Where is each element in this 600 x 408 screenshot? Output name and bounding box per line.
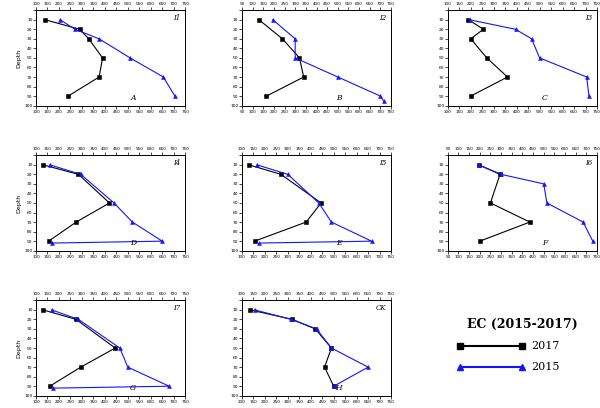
Text: I6: I6 <box>585 159 593 167</box>
Text: C: C <box>542 94 548 102</box>
Text: B: B <box>336 94 341 102</box>
Text: I1: I1 <box>173 14 181 22</box>
Text: D: D <box>130 239 136 247</box>
Text: 2017: 2017 <box>532 341 560 351</box>
Text: I4: I4 <box>173 159 181 167</box>
Text: I2: I2 <box>379 14 386 22</box>
Text: F: F <box>542 239 547 247</box>
Text: A: A <box>130 94 136 102</box>
Text: E: E <box>336 239 341 247</box>
Y-axis label: Depth: Depth <box>17 338 22 358</box>
Text: I7: I7 <box>173 304 181 312</box>
Text: I3: I3 <box>585 14 593 22</box>
Text: CK: CK <box>376 304 386 312</box>
Y-axis label: Depth: Depth <box>17 48 22 68</box>
Y-axis label: Depth: Depth <box>17 193 22 213</box>
Text: EC (2015-2017): EC (2015-2017) <box>467 317 578 330</box>
Text: H: H <box>335 384 342 392</box>
Text: G: G <box>130 384 136 392</box>
Text: 2015: 2015 <box>532 362 560 372</box>
Text: I5: I5 <box>379 159 386 167</box>
